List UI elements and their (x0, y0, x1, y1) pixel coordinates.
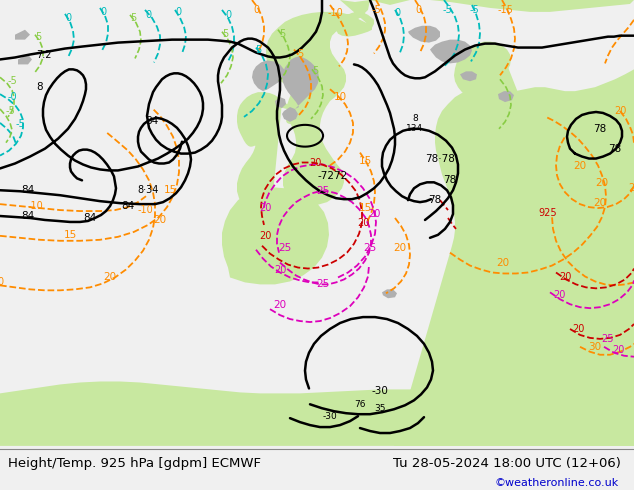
Polygon shape (237, 92, 301, 210)
Polygon shape (15, 30, 30, 40)
Text: Height/Temp. 925 hPa [gdpm] ECMWF: Height/Temp. 925 hPa [gdpm] ECMWF (8, 457, 261, 470)
Polygon shape (408, 26, 440, 43)
Text: ©weatheronline.co.uk: ©weatheronline.co.uk (495, 478, 619, 489)
Text: 8: 8 (412, 114, 418, 123)
Text: 15: 15 (63, 230, 77, 240)
Text: 5: 5 (279, 29, 285, 39)
Text: -5: -5 (5, 106, 15, 116)
Text: 15: 15 (358, 203, 372, 213)
Text: 20: 20 (559, 272, 571, 282)
Text: 20: 20 (612, 345, 624, 355)
Text: -30: -30 (372, 387, 389, 396)
Text: -10: -10 (137, 205, 153, 215)
Text: 0: 0 (145, 10, 151, 20)
Text: 5: 5 (35, 32, 41, 42)
Text: 5: 5 (297, 49, 303, 59)
Text: Tu 28-05-2024 18:00 UTC (12+06): Tu 28-05-2024 18:00 UTC (12+06) (393, 457, 621, 470)
Polygon shape (266, 0, 374, 206)
Text: 20: 20 (274, 265, 286, 274)
Text: 15: 15 (164, 185, 177, 195)
Polygon shape (370, 0, 634, 446)
Text: 20: 20 (368, 209, 380, 219)
Polygon shape (18, 54, 32, 64)
Text: 20: 20 (153, 215, 167, 225)
Text: 25: 25 (316, 279, 330, 290)
Text: -30: -30 (323, 412, 337, 421)
Text: 5: 5 (222, 29, 228, 39)
Text: 78·78: 78·78 (425, 153, 455, 164)
Text: 20: 20 (593, 198, 607, 208)
Text: 84: 84 (22, 185, 35, 195)
Text: 20: 20 (273, 300, 287, 310)
Text: 20: 20 (357, 218, 369, 228)
Text: 30: 30 (588, 342, 602, 352)
Text: 10: 10 (333, 92, 347, 102)
Polygon shape (282, 107, 298, 122)
Text: 25: 25 (278, 243, 292, 253)
Text: 20: 20 (614, 106, 626, 116)
Text: 20: 20 (309, 157, 321, 168)
Polygon shape (252, 60, 284, 91)
Text: 76: 76 (354, 400, 366, 409)
Text: 8: 8 (37, 82, 43, 92)
Text: 25: 25 (363, 243, 377, 253)
Text: 0: 0 (175, 7, 181, 17)
Text: 20: 20 (572, 324, 584, 334)
Text: 78: 78 (609, 144, 621, 154)
Text: 84: 84 (121, 201, 134, 211)
Polygon shape (498, 91, 514, 102)
Polygon shape (430, 40, 472, 63)
Polygon shape (382, 289, 397, 298)
Text: -5: -5 (371, 5, 381, 15)
Text: 35: 35 (374, 404, 385, 413)
Text: 0: 0 (0, 277, 3, 288)
Polygon shape (460, 72, 477, 81)
Text: 0: 0 (394, 8, 400, 18)
Text: 84: 84 (145, 116, 158, 126)
Text: -7272: -7272 (318, 172, 348, 181)
Text: 84: 84 (84, 213, 96, 223)
Polygon shape (275, 97, 286, 108)
Text: -10: -10 (327, 8, 343, 18)
Text: -5: -5 (15, 119, 25, 129)
Text: -10: -10 (27, 201, 43, 211)
Text: 78: 78 (429, 195, 442, 205)
Text: 0: 0 (225, 10, 231, 20)
Text: 5: 5 (255, 45, 261, 54)
Text: 20: 20 (259, 203, 271, 213)
Text: 20: 20 (595, 178, 609, 188)
Text: 5: 5 (312, 66, 318, 76)
Text: 0: 0 (100, 7, 106, 17)
Text: 8·34: 8·34 (138, 185, 158, 195)
Text: 84: 84 (22, 211, 35, 221)
Text: 134: 134 (406, 124, 424, 133)
Text: 20: 20 (259, 231, 271, 241)
Text: 5: 5 (130, 13, 136, 23)
Text: 0: 0 (253, 5, 259, 15)
Text: 20: 20 (103, 272, 117, 282)
Text: 15: 15 (358, 155, 372, 166)
Text: 20: 20 (394, 243, 406, 253)
Polygon shape (0, 382, 634, 446)
Text: -5: -5 (469, 5, 479, 15)
Text: 78: 78 (593, 124, 607, 134)
Text: -5: -5 (442, 5, 452, 15)
Text: 25: 25 (316, 186, 330, 196)
Text: 20: 20 (573, 162, 586, 172)
Text: 925: 925 (539, 208, 557, 218)
Text: -5: -5 (7, 76, 17, 86)
Polygon shape (454, 42, 634, 167)
Text: 0: 0 (415, 5, 421, 15)
Text: 20: 20 (553, 290, 565, 300)
Text: 25: 25 (602, 334, 614, 344)
Text: 7.2: 7.2 (36, 50, 52, 60)
Text: 20: 20 (496, 258, 510, 268)
Text: 78: 78 (443, 175, 456, 185)
Text: -15: -15 (497, 5, 513, 15)
Polygon shape (282, 56, 319, 109)
Text: -0: -0 (7, 92, 17, 102)
Text: 0: 0 (65, 13, 71, 23)
Text: 20: 20 (628, 183, 634, 193)
Polygon shape (222, 187, 329, 284)
